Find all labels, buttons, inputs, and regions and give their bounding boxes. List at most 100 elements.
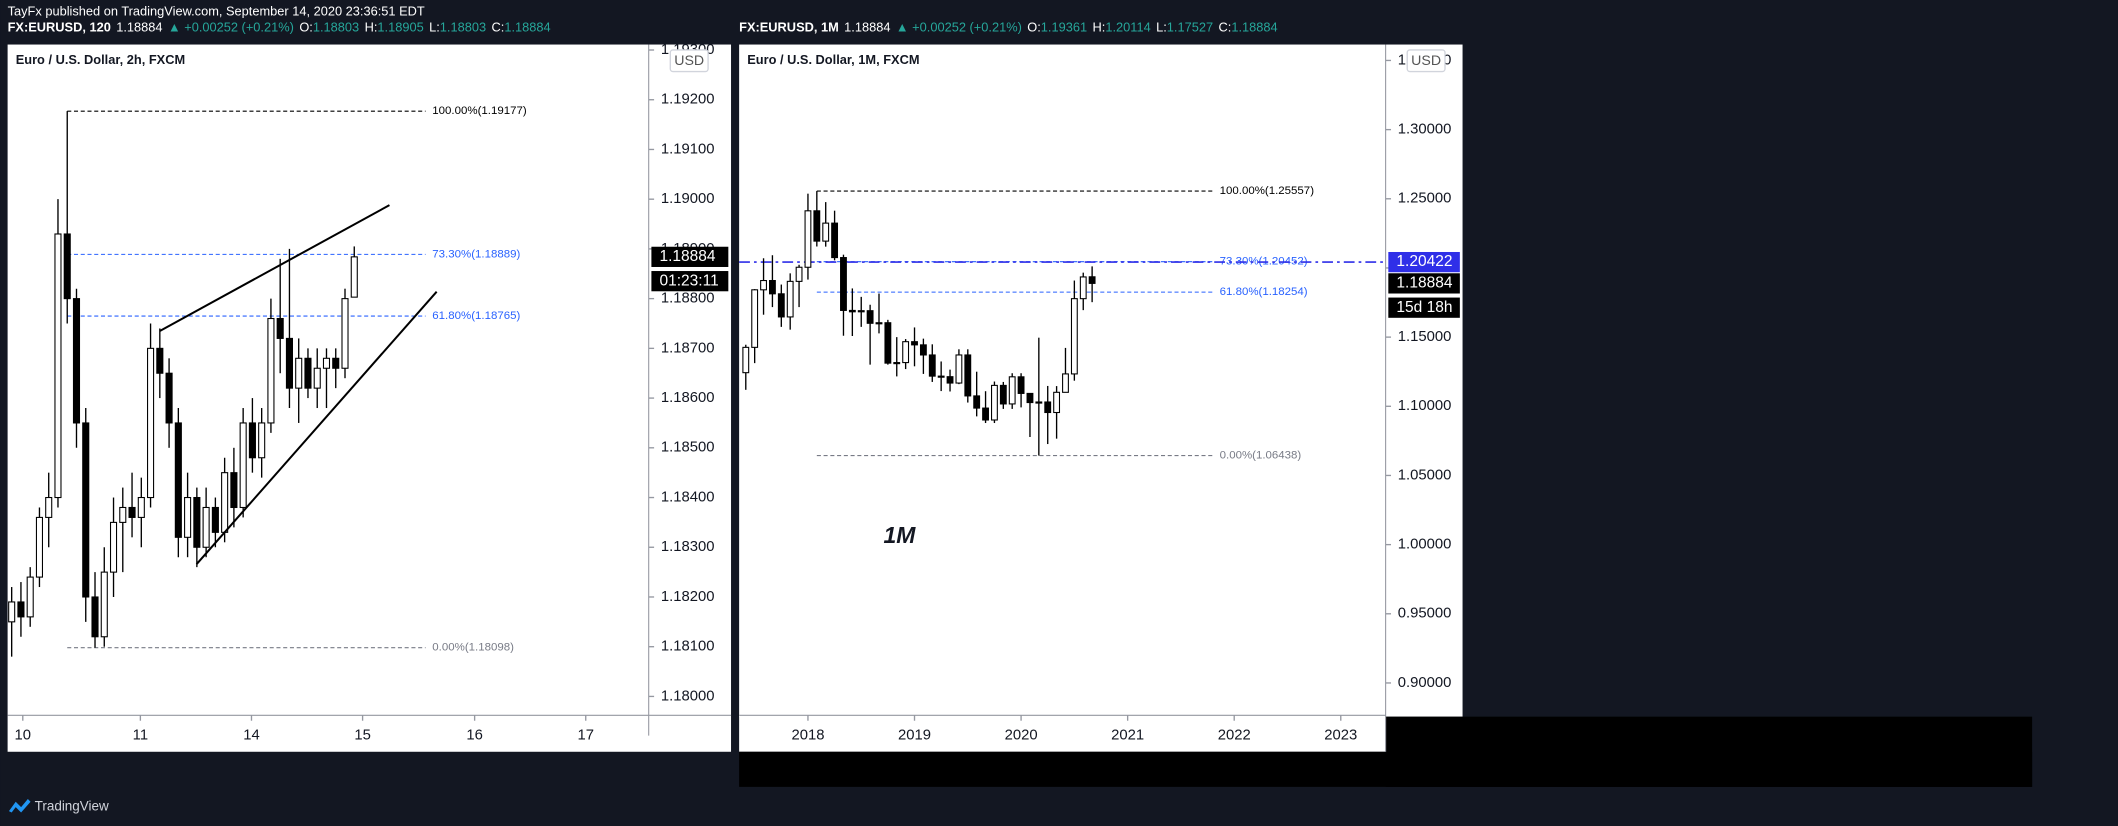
ohlc-value: 1.18884 <box>1231 20 1277 35</box>
candle-body <box>211 506 219 533</box>
chart-title: Euro / U.S. Dollar, 1M, FXCM <box>747 52 919 67</box>
candle-body <box>193 496 201 548</box>
y-tick-label: 1.19100 <box>661 141 715 157</box>
ohlc-value: 1.18803 <box>440 20 486 35</box>
candle-body <box>884 322 892 364</box>
publish-info: TayFx published on TradingView.com, Sept… <box>8 4 425 19</box>
candle-body <box>937 375 945 378</box>
candle-body <box>174 422 182 538</box>
candle-body <box>946 376 954 384</box>
candle-body <box>258 422 266 459</box>
candle-body <box>769 279 776 295</box>
candle-body <box>248 422 256 459</box>
last-price-label: 1.18884 <box>1396 274 1452 291</box>
candle-body <box>1053 391 1061 414</box>
candle-body <box>999 384 1007 405</box>
logo-icon <box>8 799 31 813</box>
y-tick-label: 1.18100 <box>661 639 715 655</box>
x-tick-label: 2020 <box>1005 727 1038 743</box>
last-price: 1.18884 <box>116 20 162 35</box>
candle-body <box>184 496 192 538</box>
candle-body <box>751 289 759 348</box>
y-tick-label: 1.18600 <box>661 390 715 406</box>
x-tick-label: 15 <box>354 727 371 743</box>
ohlc-value: 1.18905 <box>377 20 423 35</box>
candle-body <box>147 347 155 499</box>
ohlc-value: 1.17527 <box>1167 20 1213 35</box>
candle-body <box>91 596 99 638</box>
fib-label: 100.00%(1.19177) <box>432 105 527 117</box>
candle-body <box>295 357 303 389</box>
y-tick-label: 1.18400 <box>661 489 715 505</box>
candle-body <box>822 222 830 242</box>
candle-body <box>128 506 136 518</box>
candle-body <box>1035 401 1043 404</box>
ohlc-label: O: <box>299 20 313 35</box>
trend-line <box>195 291 438 565</box>
countdown: 01:23:11 <box>659 272 718 289</box>
candle-body <box>119 506 127 523</box>
y-tick-label: 1.18800 <box>661 291 715 307</box>
candle-body <box>109 521 118 573</box>
candle-body <box>973 395 981 409</box>
x-tick-label: 14 <box>243 727 260 743</box>
candle-body <box>831 222 839 259</box>
last-price: 1.18884 <box>844 20 890 35</box>
currency-box <box>1406 49 1446 73</box>
trend-line <box>159 204 390 332</box>
price-line-label: 1.20422 <box>1396 253 1452 270</box>
candle-body <box>1044 401 1052 414</box>
candle-body <box>840 257 847 311</box>
currency: USD <box>1411 53 1441 69</box>
x-tick-label: 16 <box>466 727 483 743</box>
y-tick-label: 1.18000 <box>661 688 715 704</box>
candle-body <box>221 472 229 533</box>
candle-body <box>1008 376 1016 405</box>
ohlc-label: H: <box>365 20 378 35</box>
ohlc-label: L: <box>1156 20 1167 35</box>
last-price-label: 1.18884 <box>659 248 715 265</box>
last-price-box <box>1388 273 1460 294</box>
candle-body <box>919 344 927 356</box>
candle-body <box>866 310 874 324</box>
candle-body <box>857 310 865 313</box>
countdown-box <box>651 271 729 292</box>
y-tick-label: 1.25000 <box>1398 191 1452 207</box>
tradingview-logo: TradingView <box>8 799 109 814</box>
right-time-axis <box>739 715 1386 752</box>
candle-body <box>786 280 794 318</box>
x-tick-label: 2018 <box>791 727 824 743</box>
ohlc-value: 1.20114 <box>1105 20 1150 35</box>
candle-body <box>8 601 16 623</box>
candle-body <box>813 210 821 242</box>
fib-label: 100.00%(1.25557) <box>1220 185 1315 197</box>
symbol: FX:EURUSD, 120 <box>8 20 111 35</box>
ohlc-label: L: <box>429 20 440 35</box>
candle-body <box>202 506 210 548</box>
ohlc-value: 1.18803 <box>313 20 359 35</box>
fib-label: 61.80%(1.18254) <box>1220 286 1308 298</box>
candle-body <box>795 266 803 282</box>
candle-body <box>1017 376 1025 394</box>
symbol-legend: FX:EURUSD, 120 1.18884 ▲ +0.00252 (+0.21%)… <box>8 20 551 35</box>
y-tick-label: 0.95000 <box>1398 606 1452 622</box>
candle-body <box>955 354 963 384</box>
candle-body <box>35 516 44 578</box>
fib-label: 0.00%(1.06438) <box>1220 450 1302 462</box>
y-tick-label: 1.18300 <box>661 539 715 555</box>
candle-body <box>341 298 349 369</box>
note: 1M <box>884 522 917 548</box>
candle-body <box>26 576 34 618</box>
currency: USD <box>674 53 704 69</box>
ohlc-label: C: <box>492 20 505 35</box>
candle-body <box>82 422 90 598</box>
y-tick-label: 1.18700 <box>661 340 715 356</box>
chart-title: Euro / U.S. Dollar, 2h, FXCM <box>16 52 185 67</box>
ohlc-label: O: <box>1027 20 1041 35</box>
brand: TradingView <box>35 799 109 814</box>
x-tick-label: 11 <box>133 727 148 743</box>
ohlc-label: H: <box>1093 20 1106 35</box>
candle-body <box>964 354 972 397</box>
candle-body <box>63 233 71 300</box>
